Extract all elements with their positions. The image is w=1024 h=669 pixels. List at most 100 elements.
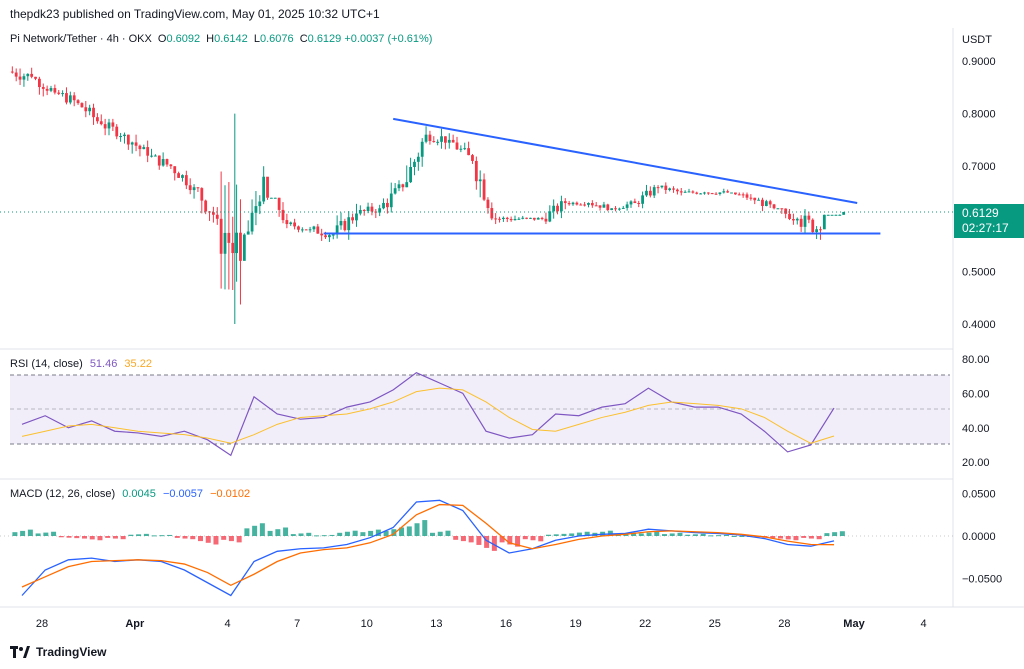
candle-body[interactable] [111, 122, 115, 127]
currency-label[interactable]: USDT [962, 34, 992, 46]
candle-body[interactable] [304, 229, 308, 231]
candle-body[interactable] [154, 155, 157, 157]
candle-body[interactable] [517, 218, 521, 220]
candle-body[interactable] [594, 205, 598, 207]
candle-body[interactable] [498, 218, 501, 220]
candle-body[interactable] [768, 201, 772, 205]
candle-body[interactable] [482, 179, 486, 200]
candle-body[interactable] [749, 197, 753, 199]
candle-body[interactable] [672, 188, 675, 190]
candle-body[interactable] [830, 214, 834, 216]
candle-body[interactable] [780, 208, 784, 210]
candle-body[interactable] [219, 218, 223, 254]
candle-body[interactable] [18, 76, 22, 80]
candle-body[interactable] [509, 218, 513, 221]
candle-body[interactable] [691, 191, 695, 193]
candle-body[interactable] [447, 139, 451, 143]
candle-body[interactable] [382, 202, 385, 209]
candle-body[interactable] [629, 201, 633, 205]
candle-body[interactable] [65, 93, 68, 103]
candle-body[interactable] [355, 213, 358, 221]
candle-body[interactable] [343, 220, 347, 231]
candle-body[interactable] [289, 222, 293, 225]
candle-body[interactable] [14, 72, 18, 77]
candle-body[interactable] [188, 185, 192, 191]
candle-body[interactable] [536, 217, 540, 220]
candle-body[interactable] [161, 159, 165, 166]
candle-body[interactable] [722, 191, 726, 193]
candle-body[interactable] [803, 215, 807, 227]
candle-body[interactable] [757, 199, 760, 201]
candle-body[interactable] [366, 206, 370, 211]
candle-body[interactable] [196, 187, 200, 189]
symbol-legend[interactable]: Pi Network/Tether · 4h · OKX O0.6092 H0.… [10, 33, 432, 45]
candle-body[interactable] [57, 92, 61, 94]
candle-body[interactable] [645, 190, 648, 196]
candle-body[interactable] [792, 219, 795, 221]
candle-body[interactable] [633, 201, 637, 204]
candle-body[interactable] [416, 156, 420, 162]
candle-body[interactable] [212, 212, 215, 215]
candle-body[interactable] [123, 134, 126, 137]
candle-body[interactable] [157, 155, 161, 166]
candle-body[interactable] [490, 208, 494, 219]
candle-body[interactable] [467, 148, 470, 156]
candle-body[interactable] [150, 155, 153, 157]
tradingview-logo[interactable]: TradingView [10, 645, 106, 659]
candle-body[interactable] [92, 107, 95, 118]
candle-body[interactable] [563, 201, 567, 204]
candle-body[interactable] [710, 193, 714, 195]
candle-body[interactable] [61, 93, 64, 95]
candle-body[interactable] [784, 208, 788, 214]
candle-body[interactable] [146, 147, 150, 156]
candle-body[interactable] [130, 142, 134, 145]
candle-body[interactable] [424, 134, 428, 142]
candle-body[interactable] [834, 214, 838, 216]
candle-body[interactable] [648, 190, 652, 196]
candle-body[interactable] [165, 159, 169, 165]
candle-body[interactable] [270, 197, 273, 199]
candle-body[interactable] [745, 194, 749, 198]
candle-body[interactable] [428, 134, 432, 142]
candle-body[interactable] [679, 191, 683, 193]
candle-body[interactable] [401, 184, 405, 188]
candle-body[interactable] [297, 226, 300, 230]
macd-line[interactable] [21, 499, 835, 597]
candle-body[interactable] [103, 124, 107, 129]
candle-body[interactable] [660, 185, 664, 188]
candle-body[interactable] [293, 222, 296, 227]
candle-body[interactable] [737, 194, 741, 196]
candle-body[interactable] [788, 213, 791, 220]
candle-body[interactable] [53, 88, 57, 93]
candle-body[interactable] [181, 175, 184, 178]
candle-body[interactable] [88, 107, 92, 112]
candle-body[interactable] [513, 219, 517, 221]
candle-body[interactable] [676, 189, 679, 192]
candle-body[interactable] [273, 197, 277, 199]
candle-body[interactable] [420, 141, 424, 157]
candle-body[interactable] [571, 202, 575, 205]
candle-body[interactable] [726, 191, 730, 193]
candle-body[interactable] [532, 217, 536, 220]
candle-body[interactable] [227, 232, 231, 243]
candle-body[interactable] [842, 212, 846, 215]
candle-body[interactable] [811, 219, 815, 233]
candle-body[interactable] [761, 199, 764, 206]
candle-body[interactable] [339, 220, 343, 226]
macd-signal-line[interactable] [21, 503, 835, 588]
candle-body[interactable] [432, 141, 436, 143]
candle-body[interactable] [440, 136, 443, 142]
candle-body[interactable] [246, 231, 250, 235]
candle-body[interactable] [815, 229, 818, 233]
candle-body[interactable] [173, 166, 177, 174]
candle-body[interactable] [351, 217, 354, 221]
candle-body[interactable] [521, 217, 525, 219]
candle-body[interactable] [838, 214, 842, 216]
candle-body[interactable] [409, 166, 412, 183]
rsi-line[interactable] [21, 371, 835, 457]
candle-body[interactable] [548, 211, 552, 222]
candle-body[interactable] [734, 192, 737, 195]
candle-body[interactable] [34, 76, 37, 79]
candle-body[interactable] [730, 192, 733, 194]
